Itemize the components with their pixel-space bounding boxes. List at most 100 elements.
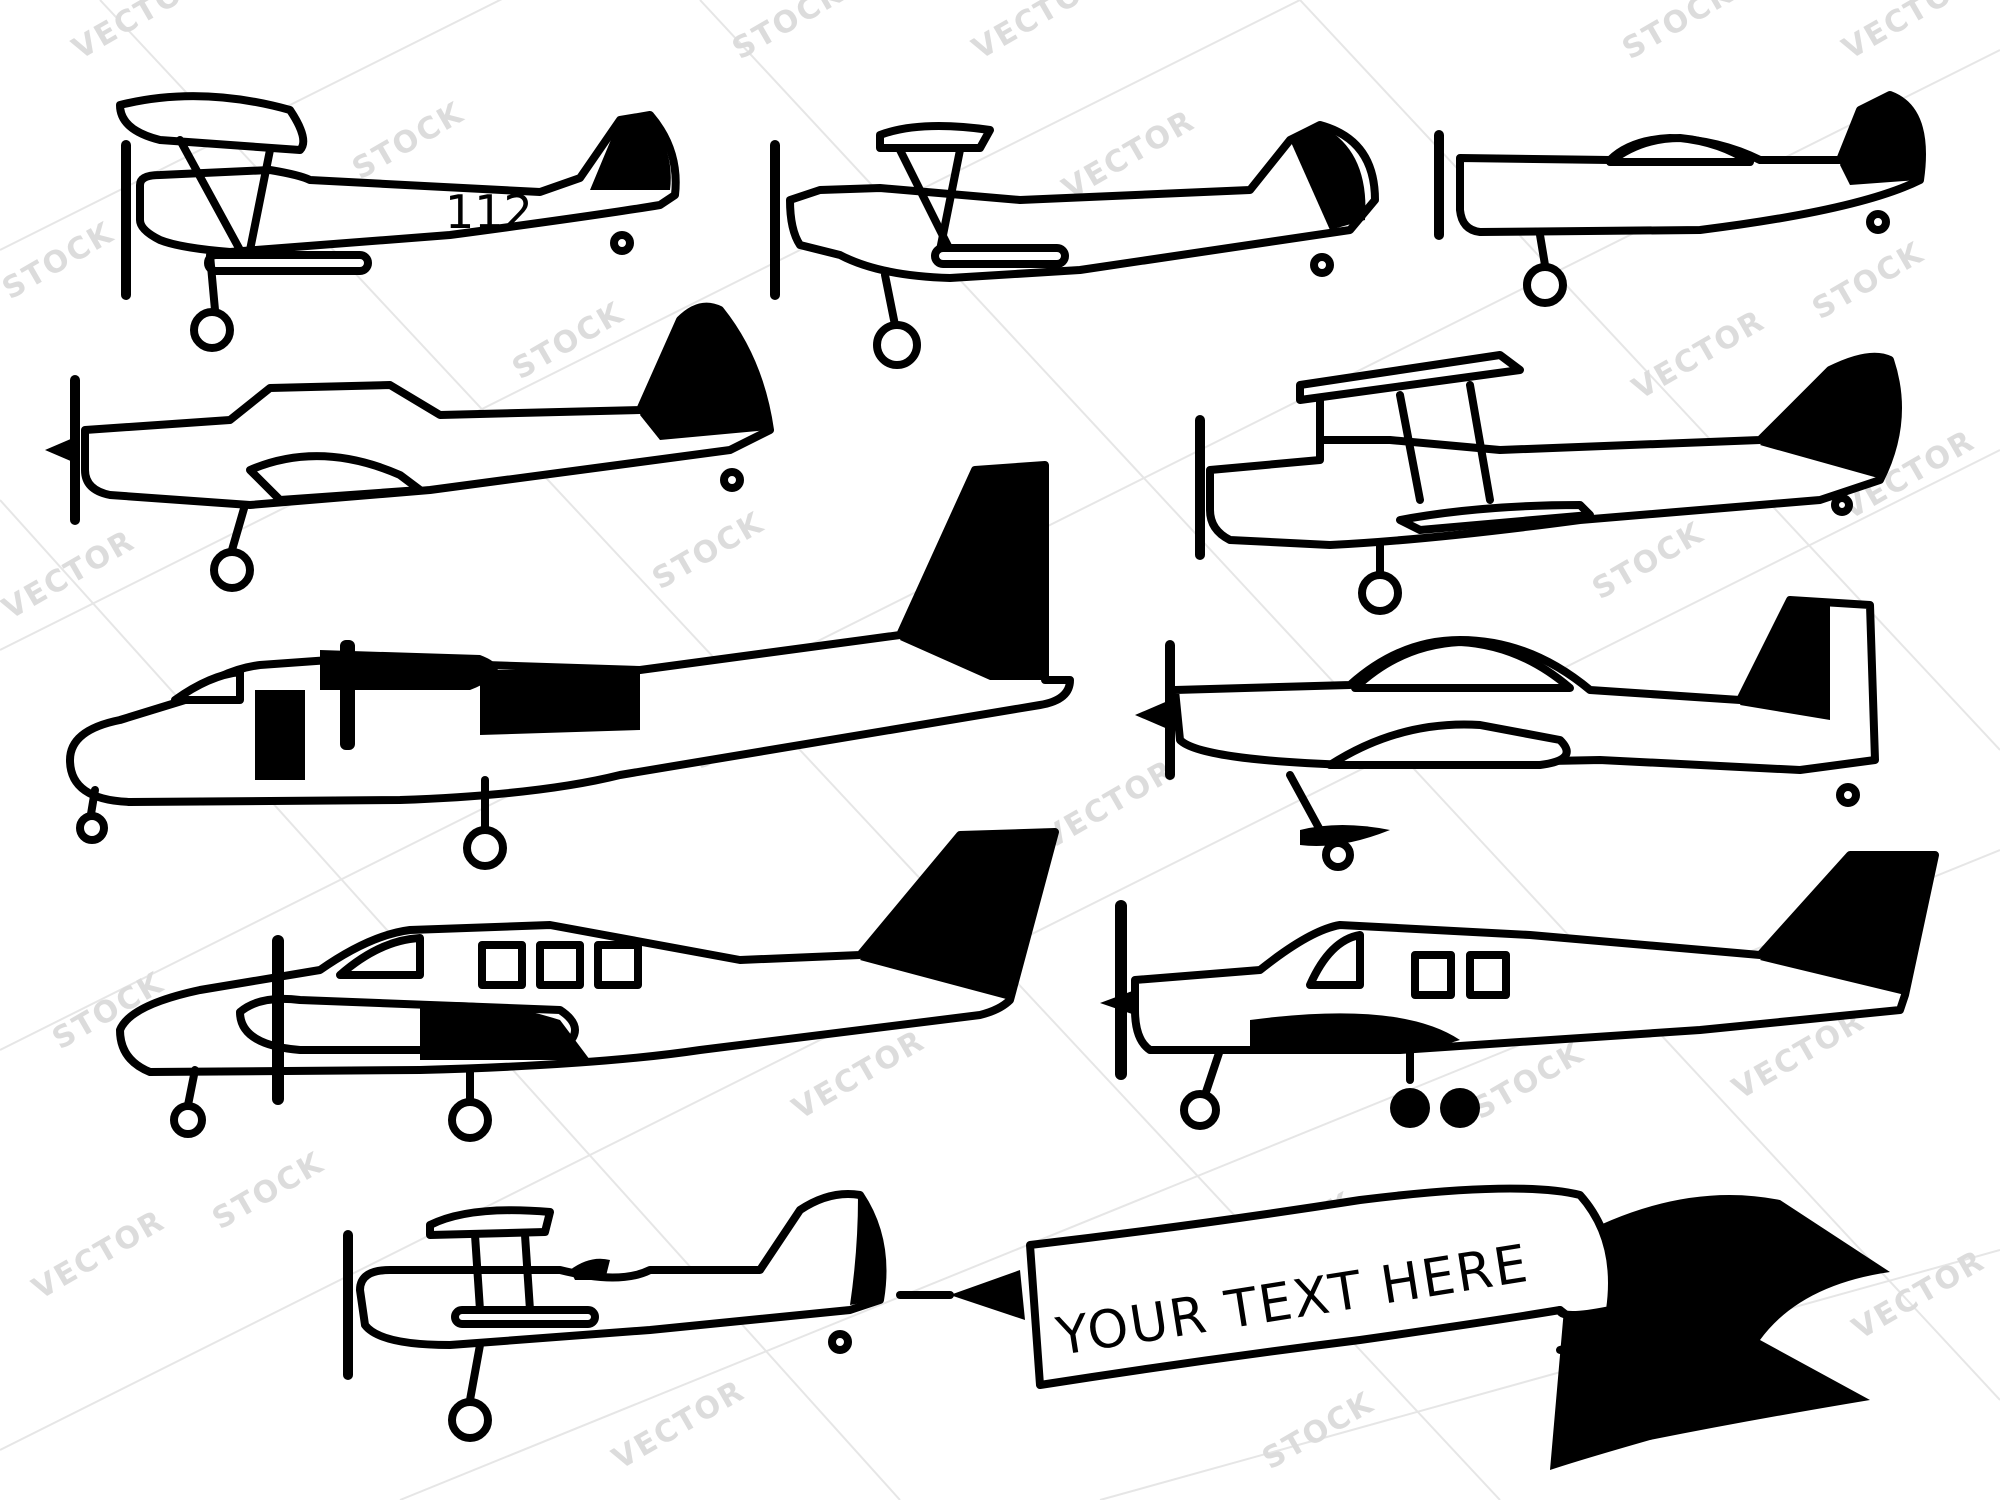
- tail-wheel: [1866, 210, 1890, 234]
- wing-strut: [1466, 381, 1494, 504]
- watermark-text: STOCK: [347, 95, 471, 187]
- landing-gear: [1286, 771, 1324, 834]
- watermark-text: VECTOR: [1627, 303, 1772, 407]
- lower-wing: [451, 1306, 599, 1328]
- propeller-icon: [272, 935, 284, 1105]
- watermark-text: VECTOR: [607, 1373, 752, 1477]
- landing-gear: [184, 1066, 199, 1109]
- wheel: [1180, 1090, 1220, 1130]
- wing-root: [246, 452, 424, 504]
- upper-wing: [116, 92, 308, 154]
- tail-fin: [590, 116, 671, 190]
- watermark-text: STOCK: [0, 215, 120, 307]
- plane-biplane-high-wing: [1195, 351, 1902, 615]
- tail-fin: [1760, 855, 1935, 995]
- wheel: [448, 1398, 492, 1442]
- cockpit-window: [336, 934, 424, 979]
- landing-gear: [466, 1341, 484, 1404]
- wing-strut: [936, 146, 964, 254]
- landing-gear: [206, 251, 219, 314]
- propeller-icon: [340, 640, 355, 750]
- watermark-text: STOCK: [1467, 1035, 1591, 1127]
- tail-fin: [1290, 125, 1366, 230]
- wheel: [1390, 1088, 1430, 1128]
- wheel: [448, 1098, 492, 1142]
- banner-tail: [1550, 1195, 1890, 1470]
- fuselage: [786, 121, 1379, 282]
- watermark-text: STOCK: [1587, 515, 1711, 607]
- plane-trainer: [45, 302, 774, 592]
- tail-wheel: [1831, 494, 1853, 516]
- cockpit-window: [1306, 931, 1364, 989]
- tail-fin: [640, 307, 768, 440]
- lower-wing: [931, 244, 1069, 268]
- fuselage: [136, 111, 680, 256]
- wheel: [170, 1102, 206, 1138]
- upper-wing: [426, 1206, 554, 1239]
- watermark-text: VECTOR: [0, 523, 141, 627]
- wing-strut: [471, 1231, 484, 1314]
- banner-cloth: [1026, 1184, 1616, 1389]
- lower-wing: [204, 251, 372, 275]
- watermark-text: VECTOR: [967, 0, 1112, 67]
- wheel-fairing: [1300, 825, 1390, 846]
- banner-fold: [1556, 1306, 1584, 1354]
- wing: [480, 670, 640, 735]
- wing: [1250, 1013, 1460, 1052]
- cockpit-canopy: [1606, 134, 1754, 166]
- spinner: [45, 435, 80, 465]
- plane-twin-prop-cabin: [116, 828, 1059, 1142]
- cockpit-canopy: [1351, 638, 1574, 692]
- banner: YOUR TEXT HERE: [1026, 1184, 1890, 1470]
- wheel: [190, 308, 234, 352]
- wheel: [1523, 263, 1567, 307]
- spinner: [1135, 700, 1170, 730]
- watermark-text: STOCK: [647, 505, 771, 597]
- upper-wing: [1296, 351, 1524, 404]
- wing-strut: [176, 136, 244, 254]
- wing-strut: [1396, 391, 1424, 504]
- tail-fin: [900, 465, 1045, 680]
- lower-wing: [1396, 501, 1594, 534]
- watermark-text: VECTOR: [1837, 0, 1982, 67]
- watermark-text: STOCK: [1807, 235, 1931, 327]
- engine-nacelle: [320, 650, 498, 690]
- watermark-text: VECTOR: [27, 1203, 172, 1307]
- upper-wing: [876, 122, 994, 152]
- wheel: [1358, 571, 1402, 615]
- plane-number: 112: [445, 185, 533, 239]
- landing-gear: [1536, 231, 1549, 269]
- plane-biplane-112: 112: [116, 92, 680, 352]
- cockpit-window: [171, 668, 244, 704]
- watermark-text: STOCK: [507, 295, 631, 387]
- wheel: [76, 812, 108, 844]
- wing-strut: [246, 146, 274, 254]
- cabin-window: [478, 941, 526, 989]
- plane-biplane-towing-banner: [343, 1190, 1025, 1442]
- wing-strut: [521, 1231, 534, 1314]
- tail-fin: [1760, 356, 1899, 478]
- tail-wheel: [1310, 253, 1334, 277]
- plane-twin-engine-high-wing: [66, 461, 1074, 870]
- watermark-text: STOCK: [207, 1145, 331, 1237]
- watermark-text: STOCK: [727, 0, 851, 67]
- watermark-text: VECTOR: [67, 0, 212, 67]
- landing-gear: [881, 271, 899, 329]
- landing-gear: [1201, 1046, 1224, 1099]
- propeller-icon: [1195, 415, 1205, 560]
- propeller-icon: [121, 140, 131, 300]
- watermark-text: VECTOR: [1037, 753, 1182, 857]
- wing: [420, 1002, 590, 1060]
- wheel: [463, 826, 507, 870]
- tail-wheel: [720, 468, 744, 492]
- wheel: [1440, 1088, 1480, 1128]
- wheel: [210, 548, 254, 592]
- pilot-head: [570, 1258, 610, 1280]
- plane-sport-monoplane: [1135, 596, 1879, 871]
- cabin-window: [1466, 951, 1510, 999]
- plane-single-prop-cabin: [1100, 851, 1939, 1130]
- tail-wheel: [828, 1330, 852, 1354]
- tow-bridle: [950, 1270, 1025, 1320]
- cabin-window: [594, 941, 642, 989]
